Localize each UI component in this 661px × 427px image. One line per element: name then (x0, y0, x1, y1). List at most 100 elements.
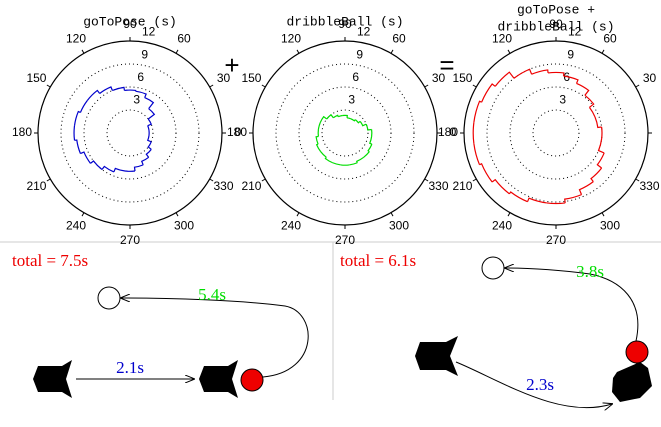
figure: + = total = 7.5s 2.1s 5.4s total = 6.1s … (0, 0, 661, 427)
angle-tick-label: 210 (26, 179, 46, 193)
chart-title: goToPose + (517, 2, 595, 17)
polar-step (589, 107, 595, 117)
polar-step (595, 117, 602, 128)
polar-step (75, 140, 81, 154)
target (482, 257, 504, 279)
ball (241, 369, 263, 391)
angle-tick-label: 120 (66, 32, 86, 46)
polar-step (597, 153, 604, 168)
angle-tick-label: 150 (241, 71, 261, 85)
polar-step (148, 136, 152, 142)
angle-tick-label: 240 (66, 219, 86, 233)
angle-tick (391, 50, 393, 53)
polar-step (80, 100, 87, 112)
polar-step (318, 123, 320, 130)
polar-step (548, 72, 564, 76)
r-tick-label: 12 (568, 25, 582, 39)
r-tick-label: 9 (356, 47, 363, 61)
polar-step (591, 168, 602, 182)
polar-chart: dribbleBall (s)3691203060901201501802102… (227, 14, 457, 247)
r-tick-label: 6 (137, 70, 144, 84)
r-tick-label: 3 (133, 93, 140, 107)
grid-circle (276, 64, 414, 202)
polar-step (366, 124, 371, 130)
angle-tick (210, 85, 213, 87)
angle-tick (425, 85, 428, 87)
angle-tick-label: 60 (177, 32, 191, 46)
polar-step (514, 69, 532, 78)
polar-step (325, 157, 332, 162)
angle-tick-label: 240 (492, 219, 512, 233)
polar-step (148, 109, 154, 119)
polar-step (320, 117, 327, 123)
polar-step (124, 90, 135, 91)
angle-tick-label: 90 (338, 17, 352, 31)
diagram-left: total = 7.5s 2.1s 5.4s (12, 251, 308, 398)
time-label: 2.3s (526, 375, 554, 394)
polar-step (142, 157, 149, 165)
polar-step (347, 118, 351, 119)
angle-tick-label: 270 (335, 233, 355, 247)
polar-step (364, 152, 370, 158)
polar-step (532, 70, 548, 74)
r-tick-label: 9 (141, 47, 148, 61)
polar-step (148, 126, 149, 131)
angle-tick-label: 150 (26, 71, 46, 85)
angle-tick (262, 179, 265, 181)
r-tick-label: 3 (559, 93, 566, 107)
angle-tick-label: 120 (281, 32, 301, 46)
polar-step (338, 116, 342, 117)
angle-tick-label: 30 (643, 71, 657, 85)
angle-tick (636, 85, 639, 87)
polar-step (473, 122, 474, 144)
total-label: total = 7.5s (12, 251, 88, 270)
polar-chart: goToPose +dribbleBall (s)369120306090120… (438, 2, 661, 247)
polar-step (102, 166, 114, 172)
polar-step (100, 87, 113, 94)
angle-tick-label: 60 (603, 32, 617, 46)
target (98, 287, 120, 309)
robot (33, 360, 72, 398)
angle-tick-label: 270 (120, 233, 140, 247)
time-label: 2.1s (116, 358, 144, 377)
angle-tick-label: 180 (227, 125, 247, 139)
angle-tick (82, 213, 84, 216)
polar-step (333, 115, 338, 118)
grid-circle (61, 64, 199, 202)
angle-tick-label: 330 (214, 179, 234, 193)
arrow (505, 268, 638, 341)
angle-tick (297, 50, 299, 53)
r-tick-label: 12 (357, 25, 371, 39)
angle-tick-label: 210 (452, 179, 472, 193)
polar-step (146, 149, 151, 157)
outer-circle (38, 41, 222, 225)
time-label: 3.8s (576, 262, 604, 281)
angle-tick (47, 85, 50, 87)
grid-circle (487, 64, 625, 202)
polar-step (492, 180, 509, 194)
angle-tick-label: 240 (281, 219, 301, 233)
grid-circle (533, 110, 579, 156)
angle-tick-label: 60 (392, 32, 406, 46)
polar-step (90, 161, 102, 169)
angle-tick (297, 213, 299, 216)
angle-tick-label: 300 (174, 219, 194, 233)
angle-tick-label: 210 (241, 179, 261, 193)
grid-circle (510, 87, 602, 179)
angle-tick (47, 179, 50, 181)
polar-step (495, 72, 514, 86)
arrow (121, 298, 308, 377)
polar-step (145, 98, 154, 109)
angle-tick-label: 90 (123, 17, 137, 31)
polar-step (579, 182, 593, 195)
robot (612, 362, 652, 402)
angle-tick (473, 179, 476, 181)
robot (199, 360, 238, 398)
total-label: total = 6.1s (340, 251, 416, 270)
r-tick-label: 12 (142, 25, 156, 39)
angle-tick-label: 300 (600, 219, 620, 233)
angle-tick (262, 85, 265, 87)
polar-step (565, 195, 582, 203)
r-tick-label: 6 (352, 70, 359, 84)
polar-step (577, 83, 589, 95)
